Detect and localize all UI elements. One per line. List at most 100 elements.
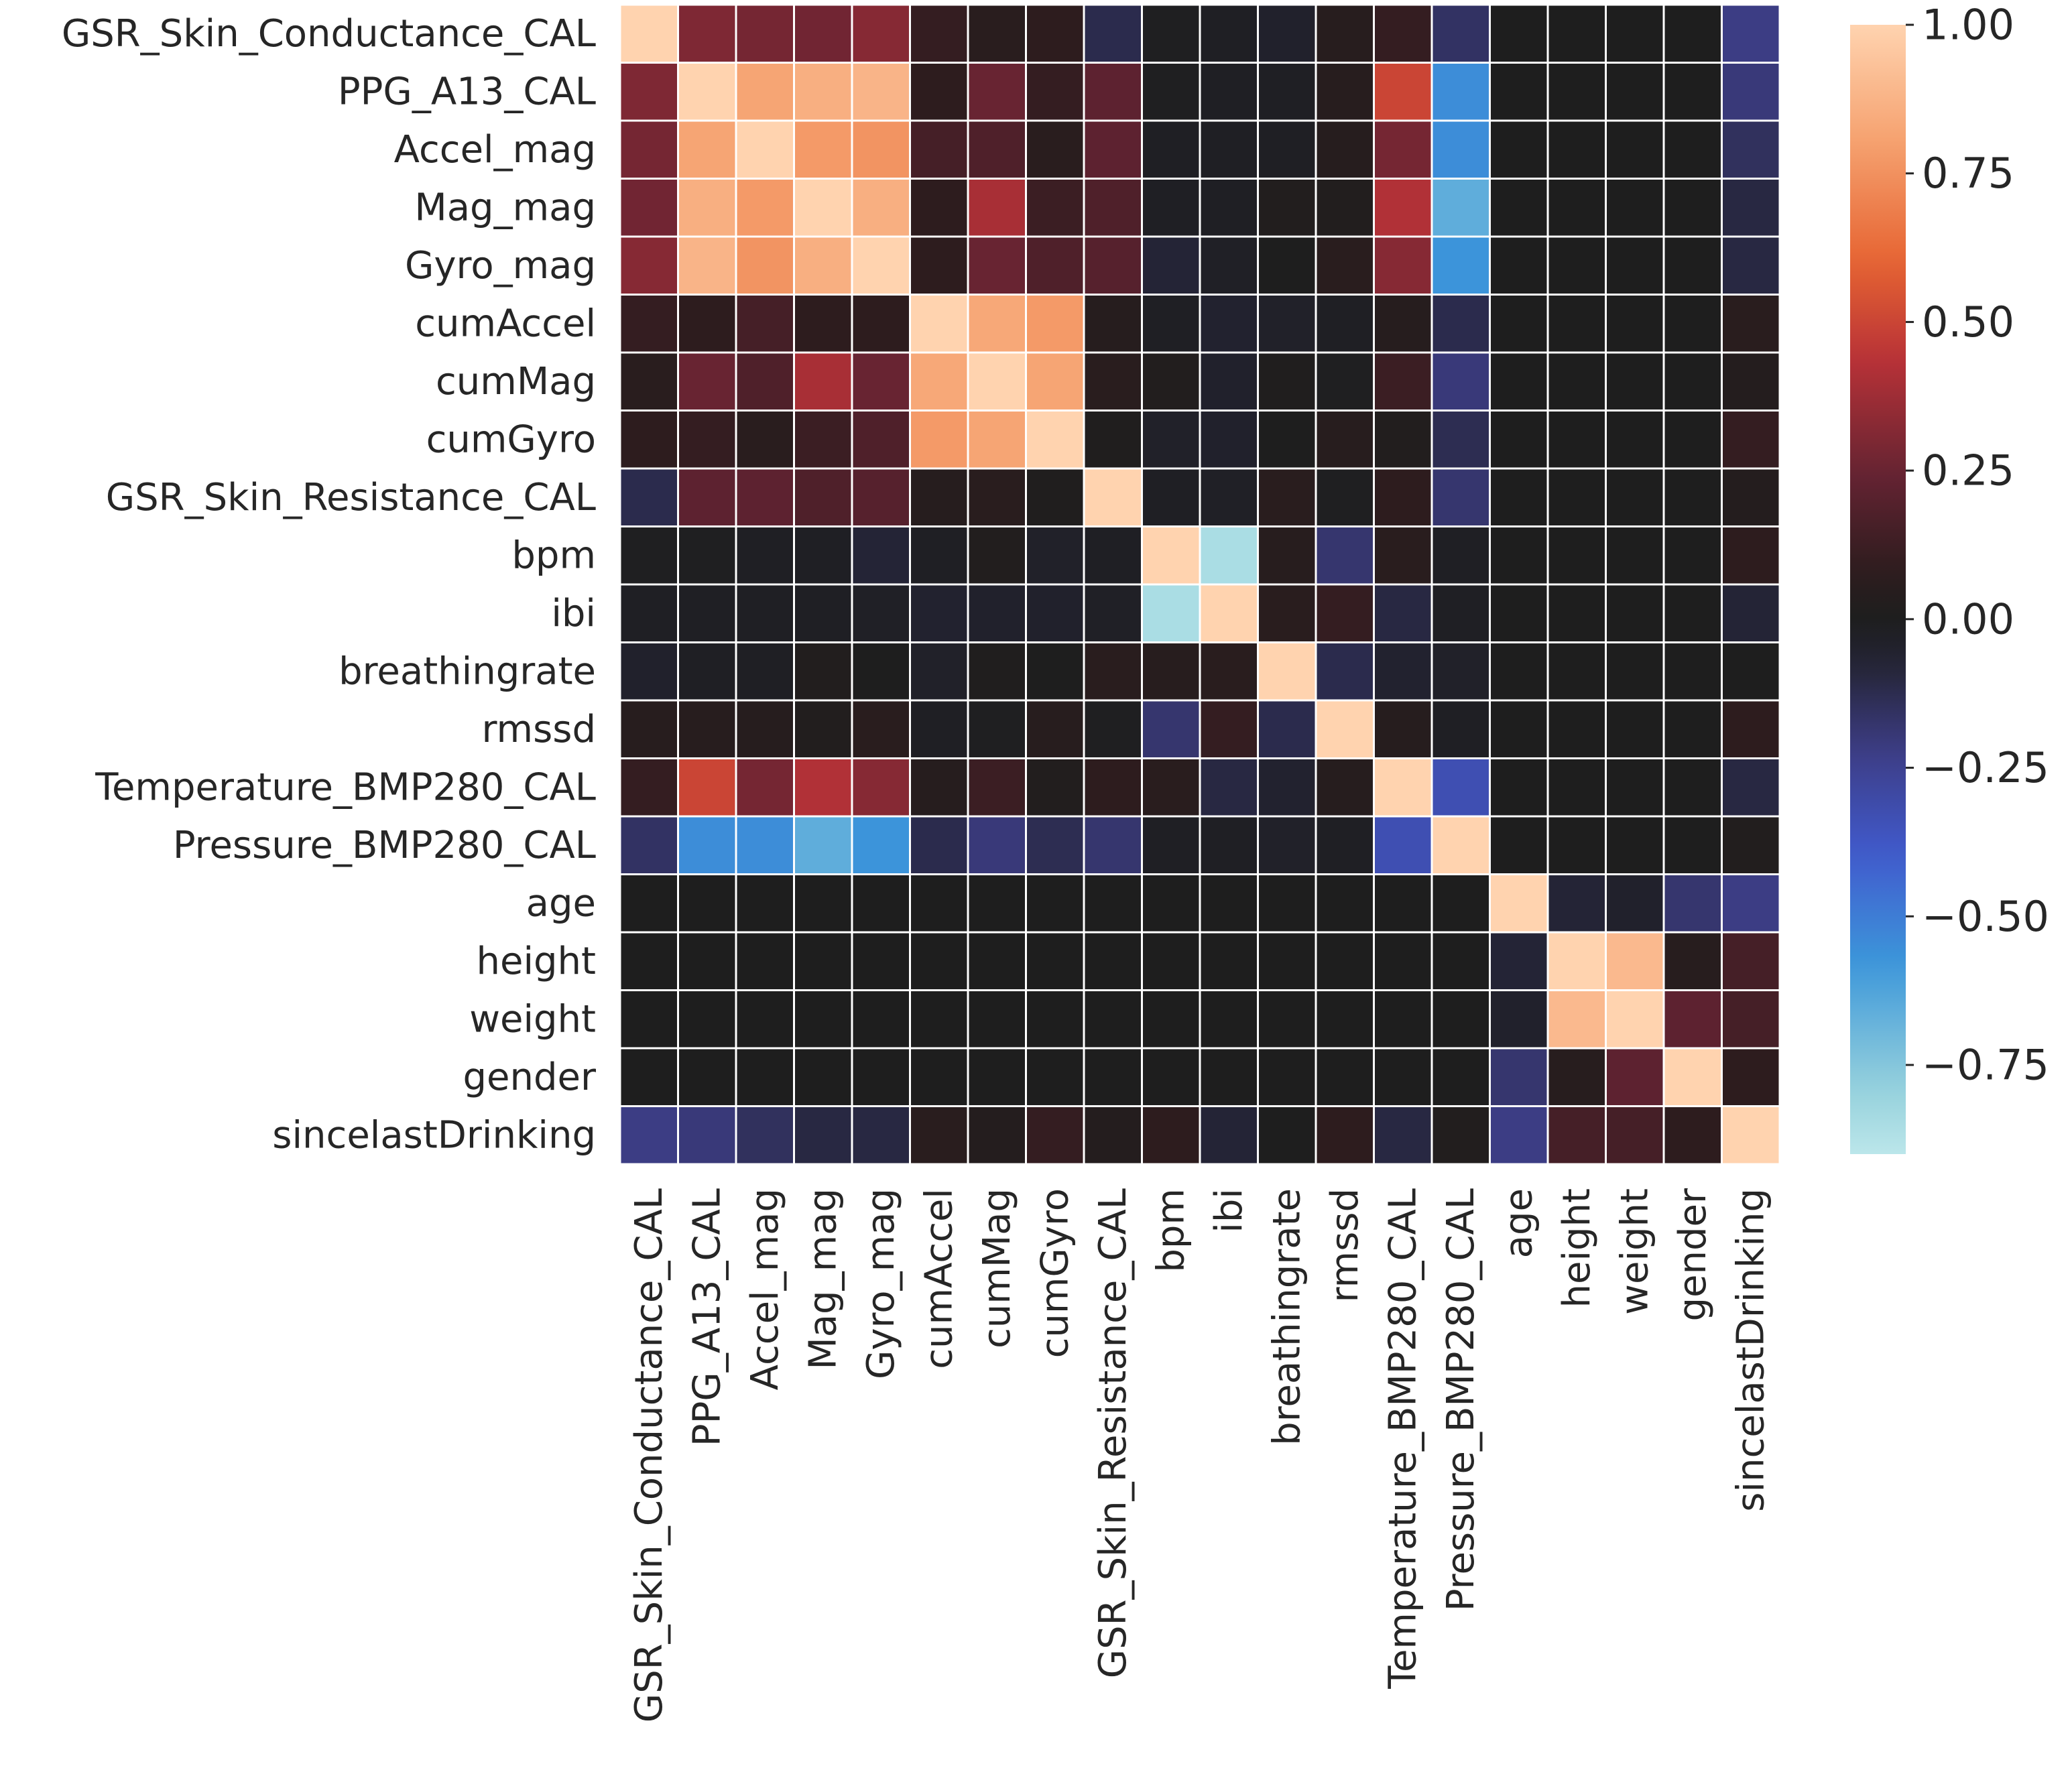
heatmap-cell — [1083, 583, 1143, 643]
heatmap-cell — [1083, 641, 1143, 702]
heatmap-cell — [1430, 699, 1491, 759]
heatmap-cell — [1025, 583, 1085, 643]
heatmap-cell — [677, 931, 737, 991]
heatmap-cell — [1025, 351, 1085, 412]
heatmap-cell — [1489, 62, 1549, 122]
row-tick-label: height — [477, 940, 597, 983]
row-tick-label: Mag_mag — [414, 186, 596, 229]
heatmap-cell — [1546, 119, 1607, 180]
heatmap-cell — [1199, 294, 1259, 354]
heatmap-cell — [1199, 119, 1259, 180]
heatmap-cell — [851, 931, 911, 991]
heatmap-cell — [967, 1047, 1027, 1107]
heatmap-cell — [1373, 989, 1433, 1050]
heatmap-cell — [1199, 1047, 1259, 1107]
heatmap-cell — [735, 583, 795, 643]
heatmap-cell — [1141, 409, 1201, 470]
heatmap-cell — [1489, 235, 1549, 296]
heatmap-cell — [1373, 525, 1433, 586]
heatmap-cell — [967, 3, 1027, 64]
heatmap-cell — [793, 294, 853, 354]
heatmap-cell — [1083, 409, 1143, 470]
column-tick-label: rmssd — [1323, 1188, 1367, 1303]
heatmap-cell — [1662, 641, 1723, 702]
heatmap-cell — [1199, 62, 1259, 122]
heatmap-cell — [851, 757, 911, 818]
row-tick-label: gender — [463, 1056, 596, 1099]
heatmap-cell — [1257, 699, 1317, 759]
heatmap-cell — [909, 62, 969, 122]
heatmap-cell — [793, 699, 853, 759]
heatmap-cell — [1546, 467, 1607, 527]
heatmap-cell — [677, 815, 737, 875]
column-tick-label: GSR_Skin_Conductance_CAL — [627, 1188, 671, 1722]
heatmap-cell — [793, 1105, 853, 1165]
heatmap-cell — [619, 873, 679, 934]
colorbar-tick-label: 0.50 — [1922, 298, 2014, 346]
heatmap-cell — [793, 873, 853, 934]
heatmap-cell — [793, 235, 853, 296]
heatmap-cell — [619, 641, 679, 702]
heatmap-cell — [909, 235, 969, 296]
column-tick-label: bpm — [1149, 1188, 1193, 1273]
heatmap-cell — [909, 699, 969, 759]
column-tick-label: weight — [1613, 1188, 1656, 1315]
heatmap-cell — [1605, 525, 1665, 586]
heatmap-cell — [1141, 641, 1201, 702]
column-tick-label: Temperature_BMP280_CAL — [1381, 1188, 1424, 1690]
heatmap-cell — [1489, 757, 1549, 818]
heatmap-cell — [1315, 931, 1375, 991]
heatmap-cell — [909, 815, 969, 875]
heatmap-cell — [1546, 525, 1607, 586]
heatmap-cell — [1662, 294, 1723, 354]
column-tick-label: breathingrate — [1265, 1188, 1308, 1446]
heatmap-cell — [1721, 873, 1781, 934]
heatmap-cell — [1315, 757, 1375, 818]
heatmap-cell — [1083, 699, 1143, 759]
heatmap-cell — [967, 641, 1027, 702]
heatmap-cell — [1373, 699, 1433, 759]
heatmap-cell — [619, 989, 679, 1050]
heatmap-cell — [1721, 757, 1781, 818]
heatmap-cell — [851, 1105, 911, 1165]
heatmap-cell — [851, 525, 911, 586]
heatmap-cell — [967, 989, 1027, 1050]
row-tick-label: Pressure_BMP280_CAL — [173, 824, 596, 867]
heatmap-cell — [619, 815, 679, 875]
heatmap-cell — [1083, 3, 1143, 64]
heatmap-cell — [793, 583, 853, 643]
heatmap-cell — [909, 178, 969, 238]
heatmap-cell — [1257, 641, 1317, 702]
heatmap-cell — [1083, 119, 1143, 180]
heatmap-cell — [1546, 178, 1607, 238]
heatmap-cell — [1315, 351, 1375, 412]
heatmap-cell — [677, 989, 737, 1050]
heatmap-cell — [1025, 235, 1085, 296]
heatmap-cell — [1199, 873, 1259, 934]
row-tick-label: rmssd — [482, 708, 597, 751]
heatmap-cell — [851, 699, 911, 759]
heatmap-cell — [735, 931, 795, 991]
heatmap-cell — [1141, 525, 1201, 586]
heatmap-cell — [735, 873, 795, 934]
heatmap-cell — [1141, 351, 1201, 412]
heatmap-cell — [909, 931, 969, 991]
heatmap-cell — [677, 1047, 737, 1107]
heatmap-cell — [1546, 699, 1607, 759]
row-tick-label: breathingrate — [339, 649, 596, 693]
heatmap-cell — [967, 409, 1027, 470]
heatmap-cell — [1199, 757, 1259, 818]
heatmap-cell — [1546, 641, 1607, 702]
heatmap-cell — [1199, 583, 1259, 643]
heatmap-cell — [1141, 757, 1201, 818]
heatmap-cell — [851, 3, 911, 64]
heatmap-cell — [1605, 931, 1665, 991]
heatmap-cell — [1489, 873, 1549, 934]
heatmap-cell — [851, 815, 911, 875]
heatmap-cell — [1546, 583, 1607, 643]
heatmap-cell — [677, 641, 737, 702]
column-tick-label: Gyro_mag — [859, 1188, 903, 1379]
heatmap-cell — [1605, 235, 1665, 296]
heatmap-cell — [1546, 757, 1607, 818]
colorbar-tick-label: −0.25 — [1922, 743, 2049, 792]
